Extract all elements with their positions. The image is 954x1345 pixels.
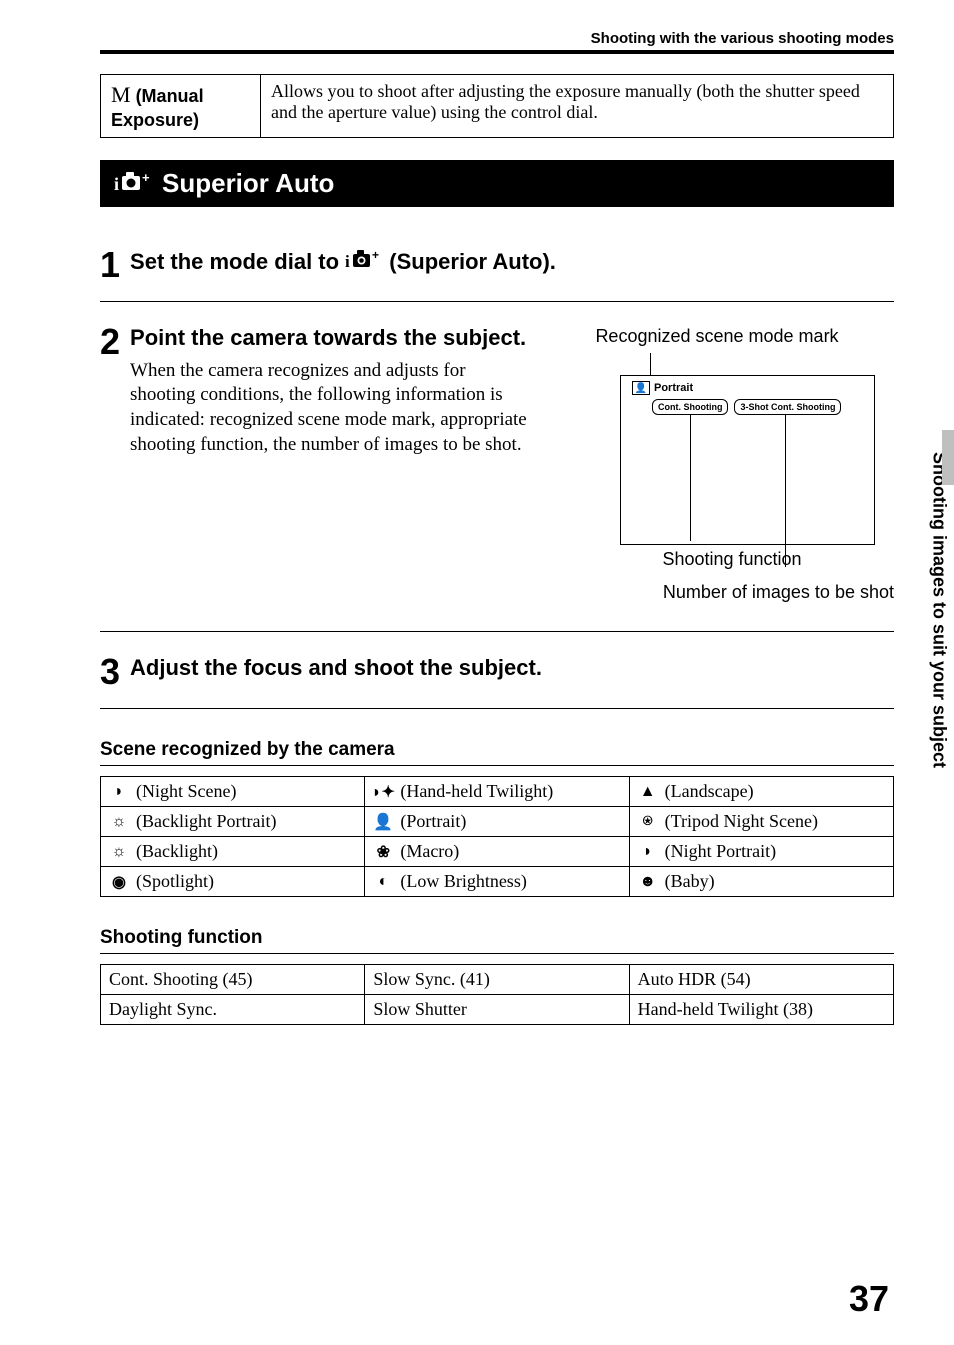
scene-cell: ❀ (Macro) <box>365 837 629 867</box>
scene-cell: ◐ (Low Brightness) <box>365 867 629 897</box>
divider <box>100 708 894 709</box>
func-cell: Hand-held Twilight (38) <box>629 995 893 1025</box>
scene-icon: ◗ <box>638 843 658 861</box>
scene-cell: ☼ (Backlight Portrait) <box>101 807 365 837</box>
scene-icon: ◐ <box>373 873 393 891</box>
scene-label: (Portrait) <box>400 811 466 832</box>
step-2-desc: When the camera recognizes and adjusts f… <box>130 359 530 458</box>
diagram: 👤 Portrait Cont. Shooting 3-Shot Cont. S… <box>620 353 875 543</box>
scene-icon: ◉ <box>109 872 129 892</box>
step-num: 2 <box>100 324 120 360</box>
step-1: 1 Set the mode dial to i + (Superior Aut… <box>100 247 894 283</box>
scene-icon: ◗✦ <box>373 782 393 802</box>
table-row: Daylight Sync.Slow ShutterHand-held Twil… <box>101 995 894 1025</box>
recognized-mark-label: Recognized scene mode mark <box>540 326 894 347</box>
step-3: 3 Adjust the focus and shoot the subject… <box>100 654 894 690</box>
scene-label: (Macro) <box>400 841 459 862</box>
func-cell: Daylight Sync. <box>101 995 365 1025</box>
step-num: 1 <box>100 247 120 283</box>
scene-icon: ⍟ <box>638 813 658 831</box>
scene-icon: ▲ <box>638 783 658 801</box>
three-shot-chip: 3-Shot Cont. Shooting <box>734 399 841 415</box>
scene-table: ◗ (Night Scene)◗✦ (Hand-held Twilight)▲ … <box>100 776 894 897</box>
scene-label: (Tripod Night Scene) <box>665 811 818 832</box>
page-number: 37 <box>849 1278 889 1320</box>
scene-cell: ⍟ (Tripod Night Scene) <box>629 807 893 837</box>
scene-cell: ◗✦ (Hand-held Twilight) <box>365 777 629 807</box>
portrait-label: Portrait <box>654 382 693 394</box>
scene-icon: ☼ <box>109 813 129 831</box>
scene-label: (Hand-held Twilight) <box>400 781 553 802</box>
step-1-title: Set the mode dial to i + (Superior Auto)… <box>130 247 894 277</box>
table-row: ◗ (Night Scene)◗✦ (Hand-held Twilight)▲ … <box>101 777 894 807</box>
scene-icon: ◗ <box>109 783 129 801</box>
side-tab-text: Shooting images to suit your subject <box>929 452 950 768</box>
step-2-title: Point the camera towards the subject. <box>130 324 530 353</box>
num-images-label: Number of images to be shot <box>540 582 894 603</box>
chip-row: Cont. Shooting 3-Shot Cont. Shooting <box>652 399 841 415</box>
header-text: Shooting with the various shooting modes <box>100 30 894 47</box>
scene-label: (Baby) <box>665 871 715 892</box>
scene-label: (Landscape) <box>665 781 754 802</box>
svg-text:+: + <box>142 170 150 185</box>
scene-label: (Night Portrait) <box>665 841 776 862</box>
scene-label: (Low Brightness) <box>400 871 526 892</box>
shooting-function-label: Shooting function <box>570 549 894 570</box>
scene-label: (Spotlight) <box>136 871 214 892</box>
func-cell: Auto HDR (54) <box>629 965 893 995</box>
step-num: 3 <box>100 654 120 690</box>
func-heading: Shooting function <box>100 927 894 954</box>
func-cell: Cont. Shooting (45) <box>101 965 365 995</box>
mode-desc: Allows you to shoot after adjusting the … <box>261 75 894 138</box>
callout-line <box>785 415 786 567</box>
callout-line <box>690 415 691 541</box>
camera-plus-icon: i + <box>345 249 383 279</box>
scene-cell: ◗ (Night Scene) <box>101 777 365 807</box>
portrait-indicator: 👤 Portrait <box>632 381 693 395</box>
portrait-icon: 👤 <box>632 381 650 395</box>
scene-label: (Backlight) <box>136 841 218 862</box>
scene-icon: ☼ <box>109 843 129 861</box>
scene-cell: ▲ (Landscape) <box>629 777 893 807</box>
svg-text:+: + <box>372 249 379 262</box>
scene-cell: 👤 (Portrait) <box>365 807 629 837</box>
scene-cell: ◗ (Night Portrait) <box>629 837 893 867</box>
side-tab-marker <box>942 430 954 485</box>
step-2-wrap: 2 Point the camera towards the subject. … <box>100 324 894 603</box>
table-row: Cont. Shooting (45)Slow Sync. (41)Auto H… <box>101 965 894 995</box>
section-title: Superior Auto <box>162 168 334 199</box>
table-row: ☼ (Backlight Portrait)👤 (Portrait)⍟ (Tri… <box>101 807 894 837</box>
table-row: ☼ (Backlight)❀ (Macro)◗ (Night Portrait) <box>101 837 894 867</box>
scene-icon: ☻ <box>638 873 658 891</box>
scene-cell: ☼ (Backlight) <box>101 837 365 867</box>
divider <box>100 631 894 632</box>
func-table: Cont. Shooting (45)Slow Sync. (41)Auto H… <box>100 964 894 1025</box>
header-rule <box>100 50 894 54</box>
section-title-bar: i + Superior Auto <box>100 160 894 207</box>
camera-plus-icon: i + <box>114 170 152 201</box>
mode-table: M (Manual Exposure) Allows you to shoot … <box>100 74 894 138</box>
table-row: M (Manual Exposure) Allows you to shoot … <box>101 75 894 138</box>
mode-label-cell: M (Manual Exposure) <box>101 75 261 138</box>
step-2: 2 Point the camera towards the subject. … <box>100 324 530 457</box>
table-row: ◉ (Spotlight)◐ (Low Brightness)☻ (Baby) <box>101 867 894 897</box>
mode-symbol: M <box>111 82 131 107</box>
scene-label: (Backlight Portrait) <box>136 811 276 832</box>
scene-cell: ☻ (Baby) <box>629 867 893 897</box>
step-3-title: Adjust the focus and shoot the subject. <box>130 654 894 683</box>
svg-text:i: i <box>114 174 119 194</box>
scene-cell: ◉ (Spotlight) <box>101 867 365 897</box>
scene-icon: ❀ <box>373 842 393 862</box>
side-tab: Shooting images to suit your subject <box>924 430 954 880</box>
svg-text:i: i <box>345 252 350 271</box>
scene-label: (Night Scene) <box>136 781 236 802</box>
func-cell: Slow Sync. (41) <box>365 965 629 995</box>
step1-suffix: (Superior Auto). <box>389 249 556 274</box>
scenes-heading: Scene recognized by the camera <box>100 739 894 766</box>
func-cell: Slow Shutter <box>365 995 629 1025</box>
step1-prefix: Set the mode dial to <box>130 249 345 274</box>
scene-icon: 👤 <box>373 812 393 832</box>
divider <box>100 301 894 302</box>
cont-shooting-chip: Cont. Shooting <box>652 399 728 415</box>
